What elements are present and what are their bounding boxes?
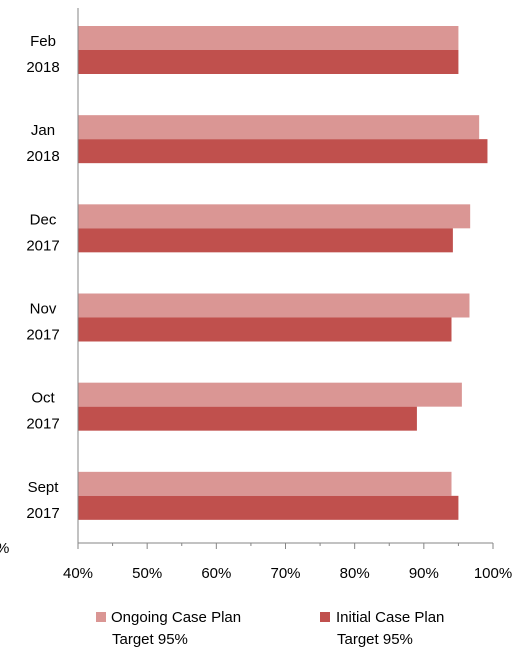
bar-initial-4 xyxy=(78,406,417,431)
bar-initial-1 xyxy=(78,139,488,164)
clipped-label: % xyxy=(0,540,9,557)
bar-initial-2 xyxy=(78,228,453,253)
category-label-5: Sept 2017 xyxy=(26,479,59,522)
bar-ongoing-3 xyxy=(78,293,470,318)
x-tick-label-4: 80% xyxy=(340,565,370,582)
bar-initial-0 xyxy=(78,50,459,74)
category-label-4: Oct 2017 xyxy=(26,390,59,433)
bar-ongoing-5 xyxy=(78,471,452,496)
x-tick-label-3: 70% xyxy=(270,565,300,582)
x-tick-label-6: 100% xyxy=(474,565,512,582)
legend-label-ongoing: Ongoing Case Plan Target 95% xyxy=(111,609,241,648)
bar-ongoing-0 xyxy=(78,26,459,50)
legend-label-initial: Initial Case Plan Target 95% xyxy=(336,609,444,648)
category-label-2: Dec 2017 xyxy=(26,211,59,254)
x-tick-label-2: 60% xyxy=(201,565,231,582)
bar-ongoing-4 xyxy=(78,382,462,407)
bar-ongoing-1 xyxy=(78,115,480,140)
category-label-0: Feb 2018 xyxy=(26,33,59,76)
x-tick-label-0: 40% xyxy=(63,565,93,582)
x-tick-label-1: 50% xyxy=(132,565,162,582)
x-tick-label-5: 90% xyxy=(409,565,439,582)
category-label-1: Jan 2018 xyxy=(26,122,59,165)
bar-ongoing-2 xyxy=(78,204,471,229)
legend-swatch-initial xyxy=(320,612,330,622)
legend-swatch-ongoing xyxy=(96,612,106,622)
bar-initial-3 xyxy=(78,317,452,342)
category-label-3: Nov 2017 xyxy=(26,301,59,344)
bar-initial-5 xyxy=(78,495,459,520)
